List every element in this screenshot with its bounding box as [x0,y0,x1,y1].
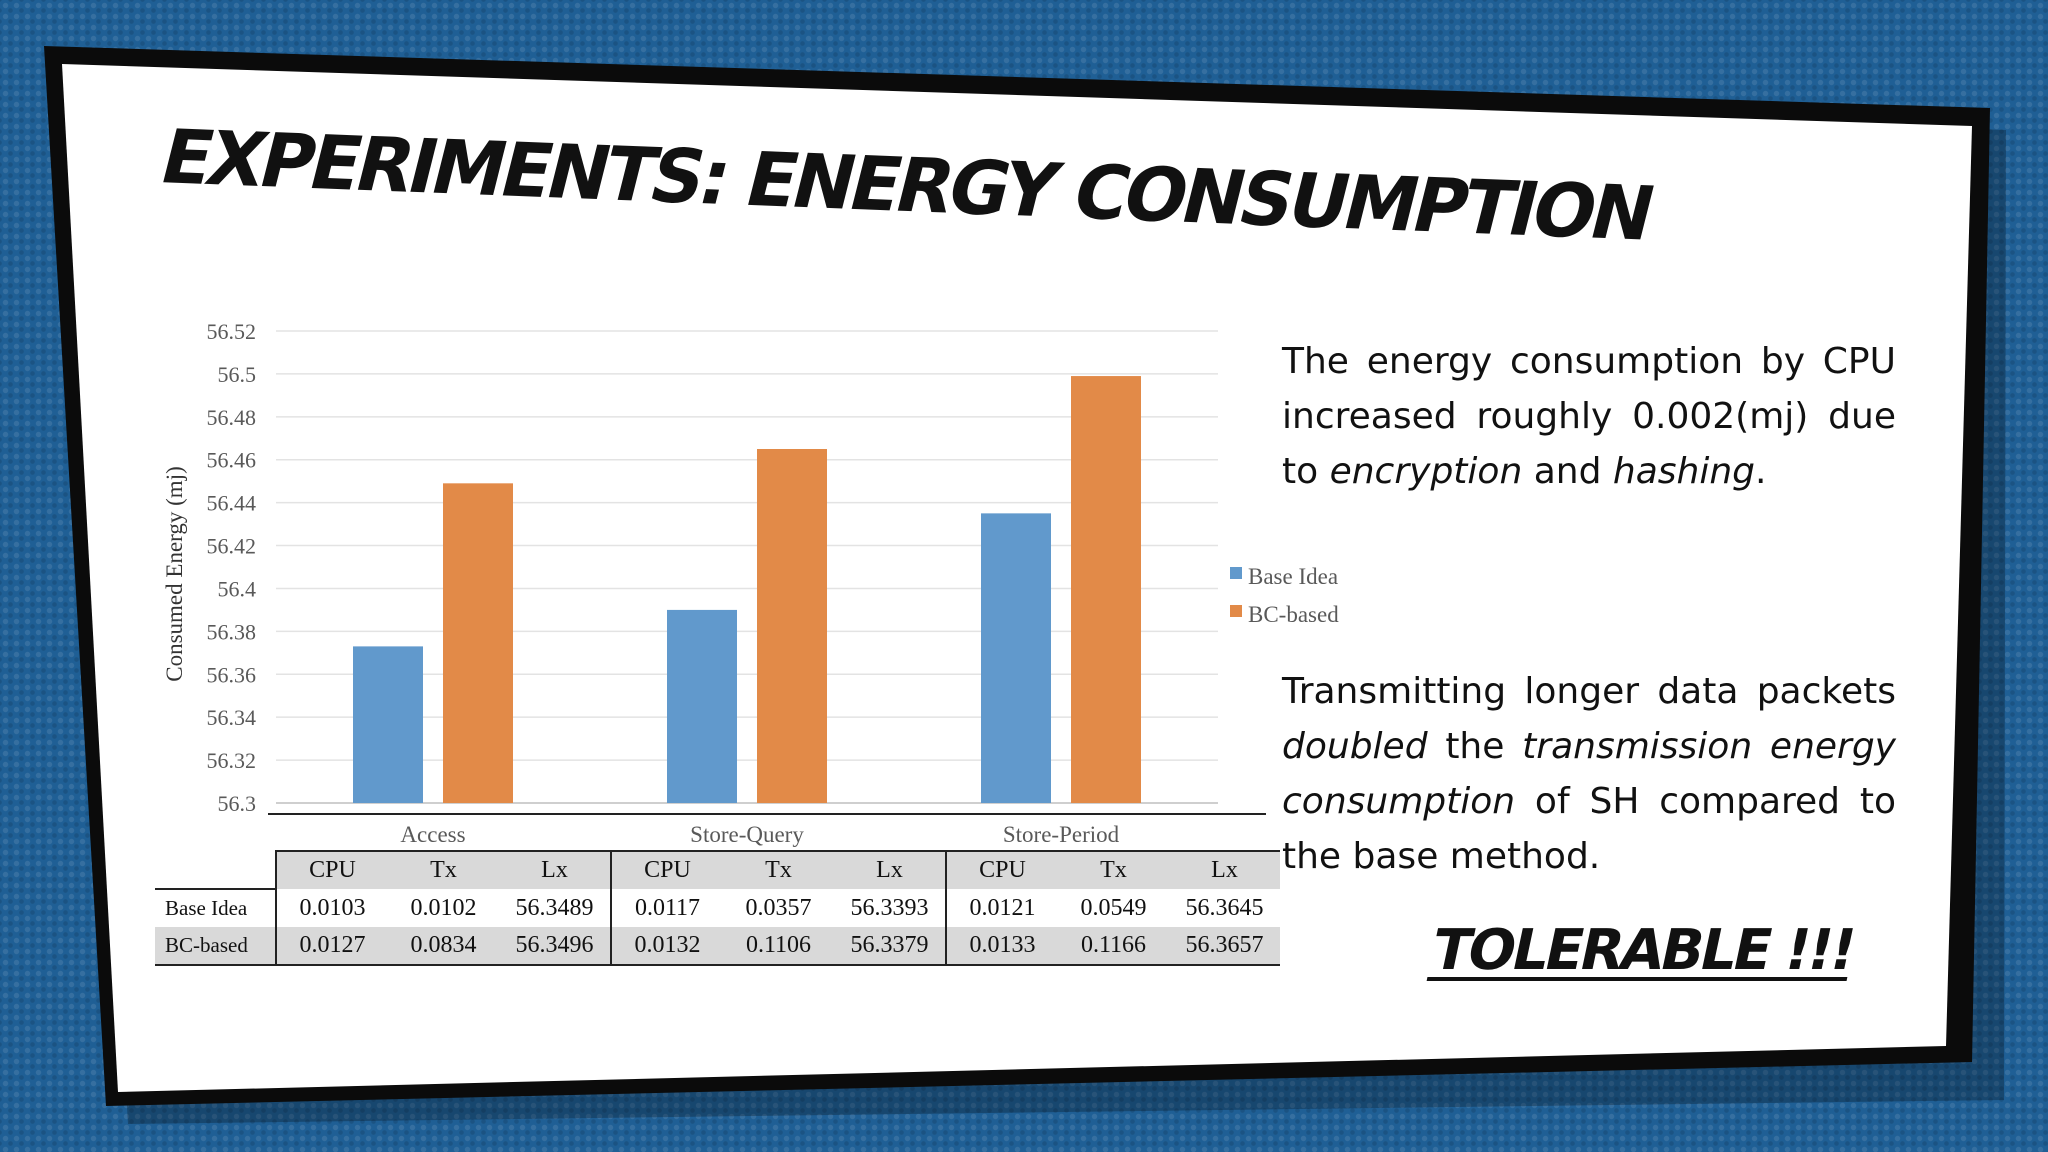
y-axis-ticks: 56.3 56.32 56.34 56.36 56.38 56.4 56.42 56.44 56… [207,319,257,816]
legend-label-bc-based: BC-based [1248,602,1339,627]
table-cell: 56.3489 [499,889,611,927]
category-label: Store-Period [1003,822,1120,847]
category-label: Access [400,822,465,847]
col-header-cpu: CPU [610,850,723,889]
y-tick-label: 56.42 [207,534,257,559]
note-text: . [1755,451,1767,492]
bar-bc-based-access [443,483,513,803]
table-cell: 0.0103 [275,889,388,927]
y-tick-label: 56.52 [207,319,257,344]
col-header-tx: Tx [1058,850,1169,889]
table-corner [155,851,276,889]
note-transmission-energy: Transmitting longer data packets doubled… [1282,664,1896,884]
y-tick-label: 56.34 [207,705,257,730]
table-cell: 0.1166 [1058,927,1169,966]
tolerable-callout: TOLERABLE !!! [1426,918,1860,983]
col-header-cpu: CPU [275,850,388,889]
table-cell: 56.3645 [1169,889,1280,927]
table-header-row: CPU Tx Lx CPU Tx Lx CPU Tx Lx [155,850,1280,889]
bar-bc-based-store-period [1071,376,1141,803]
table-cell: 0.0834 [388,927,499,966]
table-cell: 56.3496 [499,927,611,966]
legend-swatch-base-idea [1230,567,1242,579]
y-tick-label: 56.5 [218,362,257,387]
note-text: of SH compared to the base method. [1282,781,1896,877]
legend: Base Idea BC-based [1230,564,1339,627]
row-label: Base Idea [155,888,276,927]
bar-base-idea-store-period [981,513,1051,803]
note-text: and [1522,451,1613,492]
y-tick-label: 56.38 [207,619,257,644]
table-cell: 56.3393 [834,889,946,927]
note-emphasis: encryption [1329,451,1523,492]
table-cell: 56.3379 [834,927,946,966]
note-emphasis: transmission energy consumption [1282,726,1896,822]
note-text: The energy consumption by CPU increased … [1282,341,1896,492]
y-tick-label: 56.36 [207,662,257,687]
x-axis-categories: Access Store-Query Store-Period [400,822,1119,847]
legend-swatch-bc-based [1230,605,1242,617]
bar-base-idea-store-query [667,609,737,803]
y-tick-label: 56.32 [207,748,257,773]
y-tick-label: 56.3 [218,791,257,816]
note-text: Transmitting longer data packets [1282,671,1896,712]
y-tick-label: 56.46 [207,448,257,473]
table-cell: 56.3657 [1169,927,1280,966]
y-tick-label: 56.4 [218,576,257,601]
note-emphasis: hashing [1612,451,1756,492]
col-header-lx: Lx [499,850,611,889]
table-cell: 0.0133 [945,927,1058,966]
gridlines [276,330,1218,804]
note-cpu-energy: The energy consumption by CPU increased … [1282,334,1896,499]
col-header-lx: Lx [1169,850,1280,889]
table-cell: 0.0357 [723,889,834,927]
table-row: BC-based 0.0127 0.0834 56.3496 0.0132 0.… [155,927,1280,966]
category-label: Store-Query [690,822,804,847]
col-header-tx: Tx [388,850,499,889]
table-cell: 0.1106 [723,927,834,966]
row-label: BC-based [155,927,276,966]
bar-bc-based-store-query [757,449,827,803]
bar-base-idea-access [353,646,423,803]
table-cell: 0.0121 [945,889,1058,927]
bars [353,376,1141,803]
table-cell: 0.0132 [610,927,723,966]
col-header-cpu: CPU [945,850,1058,889]
table-cell: 0.0117 [610,889,723,927]
y-axis-label: Consumed Energy (mj) [162,466,187,682]
col-header-tx: Tx [723,850,834,889]
y-tick-label: 56.44 [207,491,257,516]
y-tick-label: 56.48 [207,405,257,430]
table-cell: 0.0102 [388,889,499,927]
table-cell: 0.0127 [275,927,388,966]
table-cell: 0.0549 [1058,889,1169,927]
data-table: CPU Tx Lx CPU Tx Lx CPU Tx Lx Base Idea … [155,850,1280,966]
note-text: the [1427,726,1523,767]
note-emphasis: doubled [1282,726,1428,767]
table-row: Base Idea 0.0103 0.0102 56.3489 0.0117 0… [155,888,1280,927]
legend-label-base-idea: Base Idea [1248,564,1338,589]
col-header-lx: Lx [834,850,946,889]
